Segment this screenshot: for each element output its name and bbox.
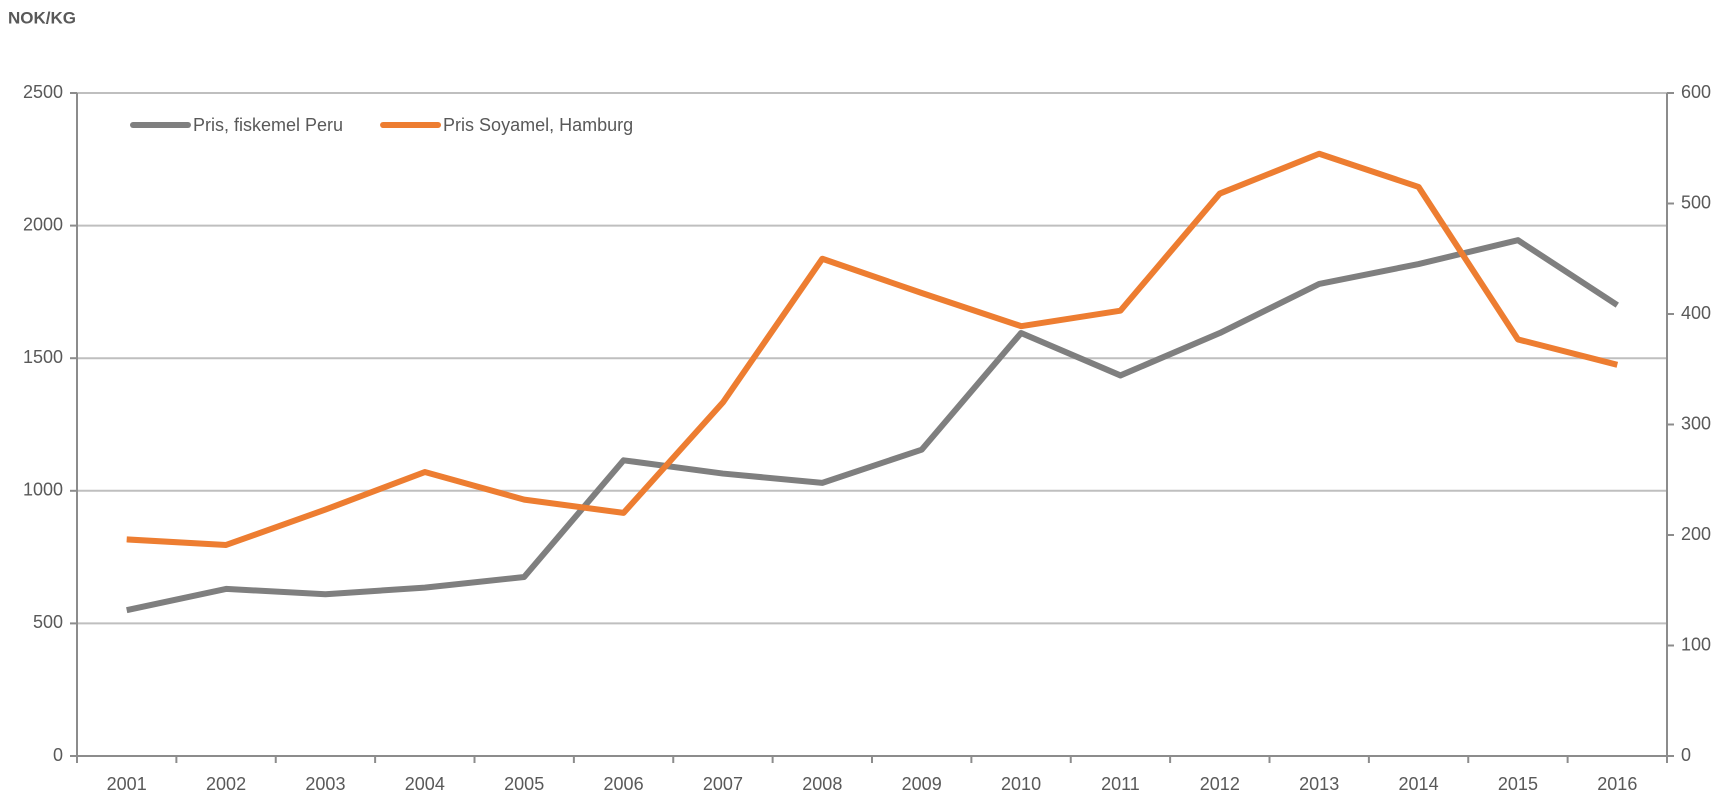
- x-tick-label: 2012: [1200, 774, 1240, 794]
- x-tick-label: 2008: [802, 774, 842, 794]
- y2-tick-label: 600: [1681, 82, 1711, 102]
- x-tick-label: 2014: [1399, 774, 1439, 794]
- y-tick-label: 2500: [23, 82, 63, 102]
- y-tick-label: 1500: [23, 347, 63, 367]
- y-axis-label: NOK/KG: [8, 8, 76, 27]
- x-tick-label: 2013: [1299, 774, 1339, 794]
- x-tick-label: 2004: [405, 774, 445, 794]
- x-tick-label: 2006: [604, 774, 644, 794]
- y2-tick-label: 300: [1681, 413, 1711, 433]
- x-tick-label: 2003: [305, 774, 345, 794]
- y-tick-label: 2000: [23, 214, 63, 234]
- y2-tick-label: 200: [1681, 524, 1711, 544]
- y-tick-label: 1000: [23, 480, 63, 500]
- y2-tick-label: 100: [1681, 634, 1711, 654]
- x-tick-label: 2005: [504, 774, 544, 794]
- y2-tick-label: 0: [1681, 745, 1691, 765]
- x-tick-label: 2015: [1498, 774, 1538, 794]
- x-tick-label: 2001: [107, 774, 147, 794]
- legend-label: Pris Soyamel, Hamburg: [443, 115, 633, 135]
- x-tick-label: 2016: [1597, 774, 1637, 794]
- y2-tick-label: 500: [1681, 192, 1711, 212]
- y-tick-label: 500: [33, 612, 63, 632]
- line-series: [126, 237, 1619, 614]
- y-tick-label: 0: [53, 745, 63, 765]
- y2-tick-label: 400: [1681, 303, 1711, 323]
- legend-label: Pris, fiskemel Peru: [193, 115, 343, 135]
- x-tick-label: 2002: [206, 774, 246, 794]
- x-tick-label: 2009: [902, 774, 942, 794]
- x-tick-label: 2007: [703, 774, 743, 794]
- x-tick-label: 2010: [1001, 774, 1041, 794]
- line-series: [126, 150, 1619, 548]
- x-tick-label: 2011: [1101, 774, 1140, 794]
